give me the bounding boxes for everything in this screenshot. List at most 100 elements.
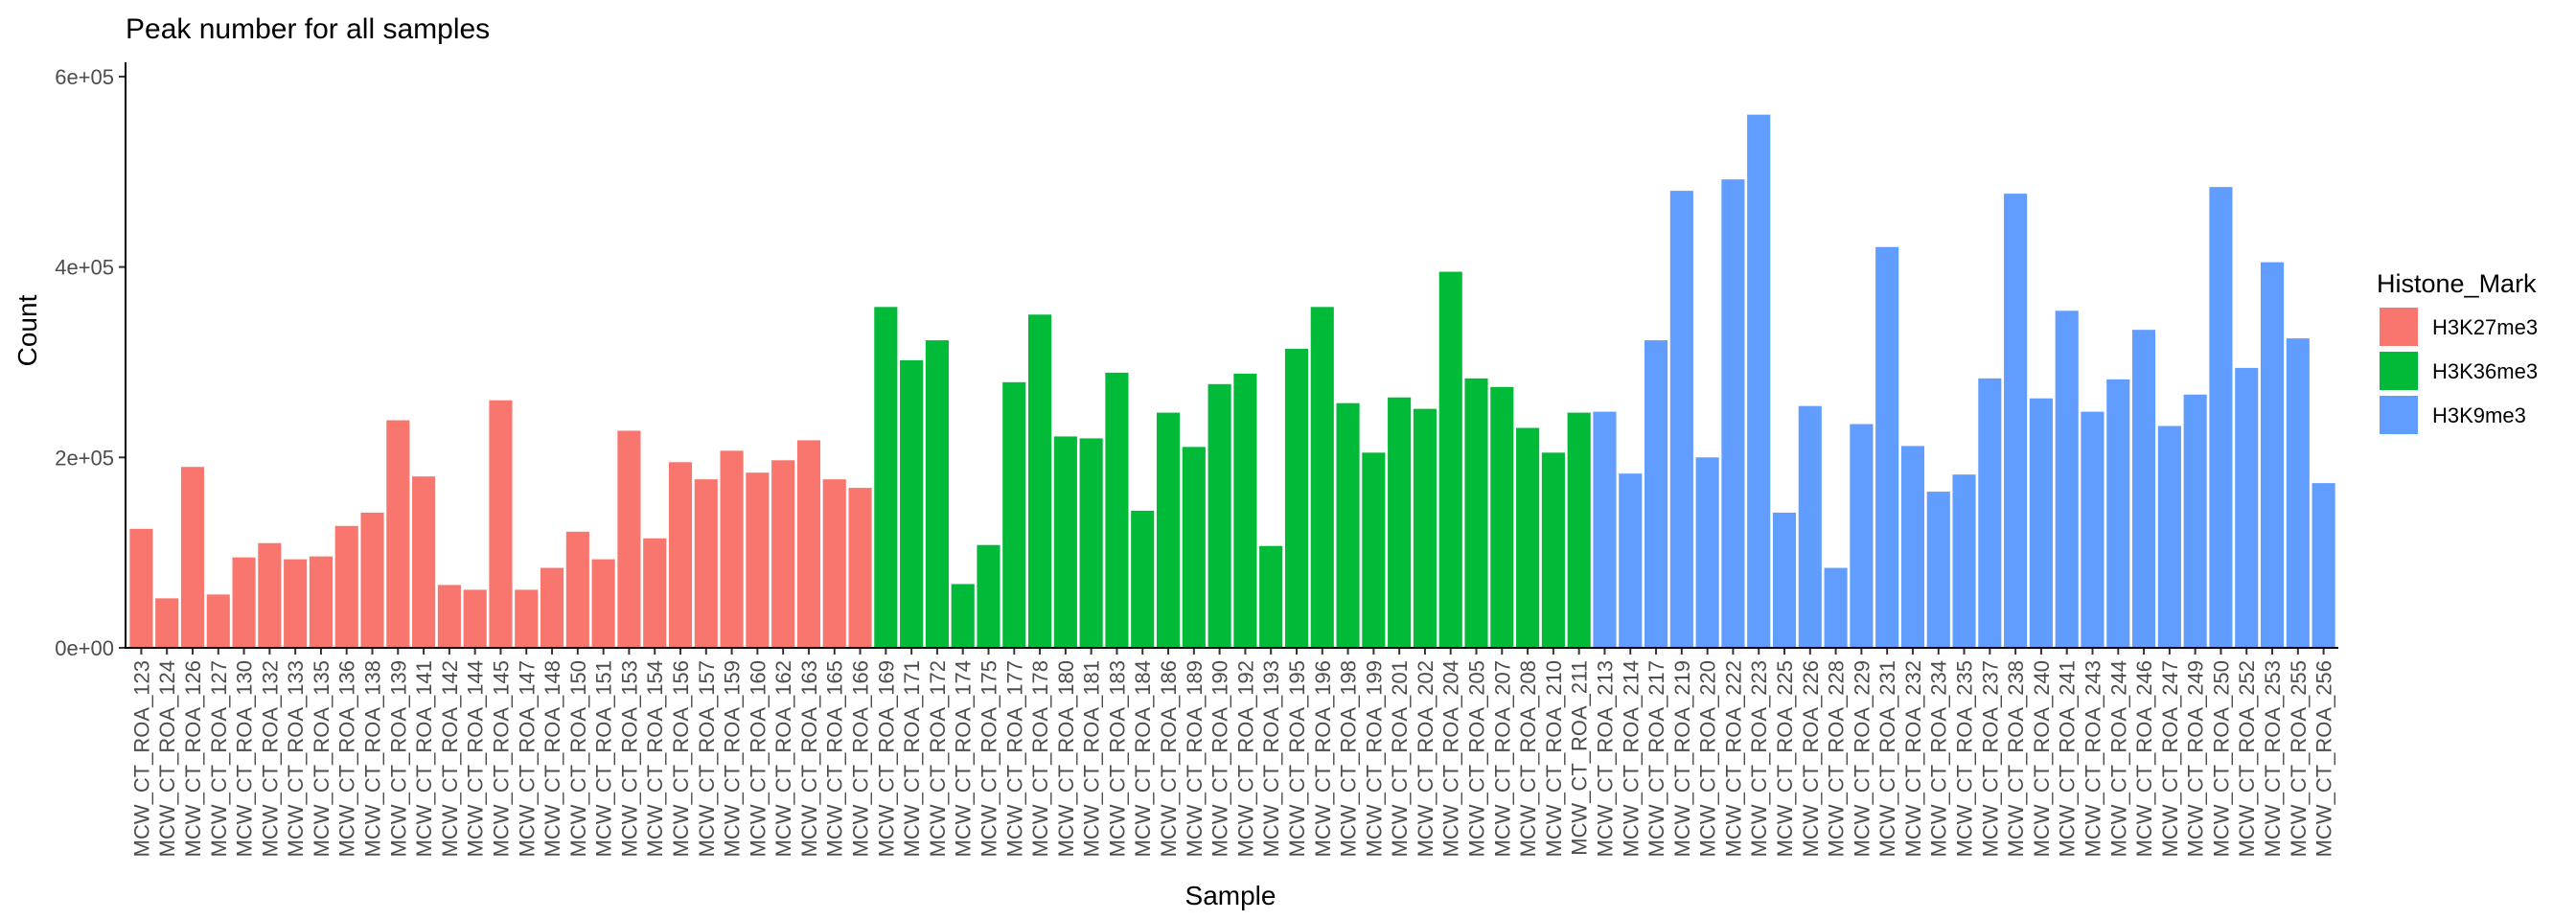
x-tick-label: MCW_CT_ROA_157 (695, 660, 719, 857)
x-tick-label: MCW_CT_ROA_198 (1337, 660, 1361, 857)
x-tick-label: MCW_CT_ROA_204 (1439, 660, 1463, 857)
bar-MCW_CT_ROA_141 (412, 476, 436, 648)
x-tick-label: MCW_CT_ROA_153 (617, 660, 641, 857)
bar-MCW_CT_ROA_207 (1490, 386, 1514, 648)
x-tick-label: MCW_CT_ROA_130 (233, 660, 257, 857)
x-tick-label: MCW_CT_ROA_178 (1028, 660, 1052, 857)
x-tick-label: MCW_CT_ROA_138 (361, 660, 385, 857)
x-tick-label: MCW_CT_ROA_141 (412, 660, 436, 857)
legend: Histone_Mark H3K27me3 H3K36me3 H3K9me3 (2377, 269, 2538, 434)
x-tick-label: MCW_CT_ROA_180 (1054, 660, 1078, 857)
x-tick-label: MCW_CT_ROA_163 (797, 660, 821, 857)
x-tick-label: MCW_CT_ROA_127 (207, 660, 231, 857)
x-tick-label: MCW_CT_ROA_132 (258, 660, 282, 857)
bar-MCW_CT_ROA_148 (540, 567, 564, 648)
bar-MCW_CT_ROA_241 (2055, 310, 2079, 648)
x-tick-label: MCW_CT_ROA_210 (1542, 660, 1566, 857)
x-tick-label: MCW_CT_ROA_186 (1157, 660, 1181, 857)
bar-MCW_CT_ROA_150 (565, 531, 589, 648)
bar-MCW_CT_ROA_135 (309, 556, 333, 648)
bar-MCW_CT_ROA_127 (206, 594, 230, 648)
x-tick-label: MCW_CT_ROA_253 (2261, 660, 2285, 857)
y-axis-title: Count (12, 294, 42, 366)
x-tick-label: MCW_CT_ROA_256 (2312, 660, 2336, 857)
x-tick-label: MCW_CT_ROA_208 (1516, 660, 1540, 857)
x-tick-label: MCW_CT_ROA_195 (1285, 660, 1309, 857)
bar-MCW_CT_ROA_240 (2029, 398, 2053, 648)
x-tick-label: MCW_CT_ROA_193 (1259, 660, 1283, 857)
x-tick-label: MCW_CT_ROA_156 (669, 660, 693, 857)
bar-MCW_CT_ROA_153 (617, 430, 641, 648)
bar-MCW_CT_ROA_193 (1259, 545, 1283, 648)
bar-MCW_CT_ROA_199 (1362, 452, 1386, 648)
bar-MCW_CT_ROA_151 (591, 559, 615, 648)
bar-MCW_CT_ROA_198 (1336, 402, 1360, 648)
bar-MCW_CT_ROA_145 (489, 400, 513, 648)
bar-MCW_CT_ROA_237 (1978, 378, 2002, 648)
legend-label-H3K36me3: H3K36me3 (2432, 359, 2538, 383)
x-tick-label: MCW_CT_ROA_237 (1978, 660, 2002, 857)
x-tick-label: MCW_CT_ROA_231 (1875, 660, 1899, 857)
y-axis-ticks: 0e+00 2e+05 4e+05 6e+05 (55, 65, 126, 660)
bar-MCW_CT_ROA_232 (1900, 446, 1925, 648)
x-tick-label: MCW_CT_ROA_165 (823, 660, 847, 857)
bar-MCW_CT_ROA_211 (1567, 412, 1591, 648)
x-tick-label: MCW_CT_ROA_145 (489, 660, 513, 857)
x-tick-label: MCW_CT_ROA_175 (977, 660, 1000, 857)
x-tick-label: MCW_CT_ROA_222 (1721, 660, 1745, 857)
x-tick-label: MCW_CT_ROA_217 (1644, 660, 1668, 857)
bar-MCW_CT_ROA_160 (746, 472, 770, 648)
bar-MCW_CT_ROA_181 (1079, 438, 1103, 648)
bar-MCW_CT_ROA_225 (1772, 512, 1797, 648)
x-axis-ticks: MCW_CT_ROA_123 MCW_CT_ROA_124 MCW_CT_ROA_1… (129, 648, 2336, 857)
bar-MCW_CT_ROA_252 (2235, 367, 2259, 648)
x-tick-label: MCW_CT_ROA_174 (952, 660, 976, 857)
x-tick-label: MCW_CT_ROA_249 (2184, 660, 2208, 857)
bar-MCW_CT_ROA_238 (2004, 194, 2028, 648)
x-tick-label: MCW_CT_ROA_162 (771, 660, 795, 857)
x-tick-label: MCW_CT_ROA_126 (181, 660, 205, 857)
x-tick-label: MCW_CT_ROA_133 (284, 660, 308, 857)
x-tick-label: MCW_CT_ROA_136 (335, 660, 359, 857)
x-tick-label: MCW_CT_ROA_123 (129, 660, 153, 857)
bar-MCW_CT_ROA_132 (258, 542, 282, 648)
bar-MCW_CT_ROA_247 (2157, 426, 2181, 648)
x-axis-title: Sample (1185, 881, 1276, 910)
x-tick-label: MCW_CT_ROA_246 (2132, 660, 2156, 857)
x-tick-label: MCW_CT_ROA_240 (2030, 660, 2054, 857)
bar-MCW_CT_ROA_174 (951, 584, 975, 648)
bar-MCW_CT_ROA_177 (1002, 381, 1026, 648)
x-tick-label: MCW_CT_ROA_235 (1953, 660, 1977, 857)
x-tick-label: MCW_CT_ROA_150 (566, 660, 590, 857)
x-tick-label: MCW_CT_ROA_135 (310, 660, 334, 857)
bar-MCW_CT_ROA_220 (1695, 457, 1719, 648)
x-tick-label: MCW_CT_ROA_234 (1927, 660, 1951, 857)
bar-MCW_CT_ROA_226 (1798, 405, 1822, 648)
x-tick-label: MCW_CT_ROA_144 (464, 660, 488, 857)
bar-MCW_CT_ROA_246 (2132, 330, 2156, 648)
y-tick-label: 2e+05 (55, 446, 114, 470)
x-tick-label: MCW_CT_ROA_181 (1080, 660, 1104, 857)
bar-MCW_CT_ROA_255 (2286, 338, 2310, 648)
bar-MCW_CT_ROA_219 (1669, 191, 1693, 648)
x-tick-label: MCW_CT_ROA_213 (1593, 660, 1617, 857)
x-tick-label: MCW_CT_ROA_229 (1850, 660, 1874, 857)
x-tick-label: MCW_CT_ROA_148 (540, 660, 564, 857)
bar-MCW_CT_ROA_136 (334, 525, 358, 648)
x-tick-label: MCW_CT_ROA_177 (1002, 660, 1026, 857)
x-tick-label: MCW_CT_ROA_199 (1362, 660, 1386, 857)
x-tick-label: MCW_CT_ROA_247 (2158, 660, 2182, 857)
bar-MCW_CT_ROA_228 (1824, 567, 1848, 648)
x-tick-label: MCW_CT_ROA_202 (1414, 660, 1438, 857)
bar-MCW_CT_ROA_156 (668, 462, 693, 648)
bar-MCW_CT_ROA_213 (1593, 411, 1617, 648)
bar-MCW_CT_ROA_253 (2260, 262, 2285, 648)
x-tick-label: MCW_CT_ROA_184 (1131, 660, 1155, 857)
legend-label-H3K27me3: H3K27me3 (2432, 315, 2538, 339)
bar-MCW_CT_ROA_210 (1541, 452, 1565, 648)
bar-MCW_CT_ROA_186 (1156, 412, 1181, 648)
x-tick-label: MCW_CT_ROA_226 (1799, 660, 1823, 857)
bar-MCW_CT_ROA_235 (1952, 474, 1976, 648)
bar-MCW_CT_ROA_229 (1850, 424, 1874, 648)
